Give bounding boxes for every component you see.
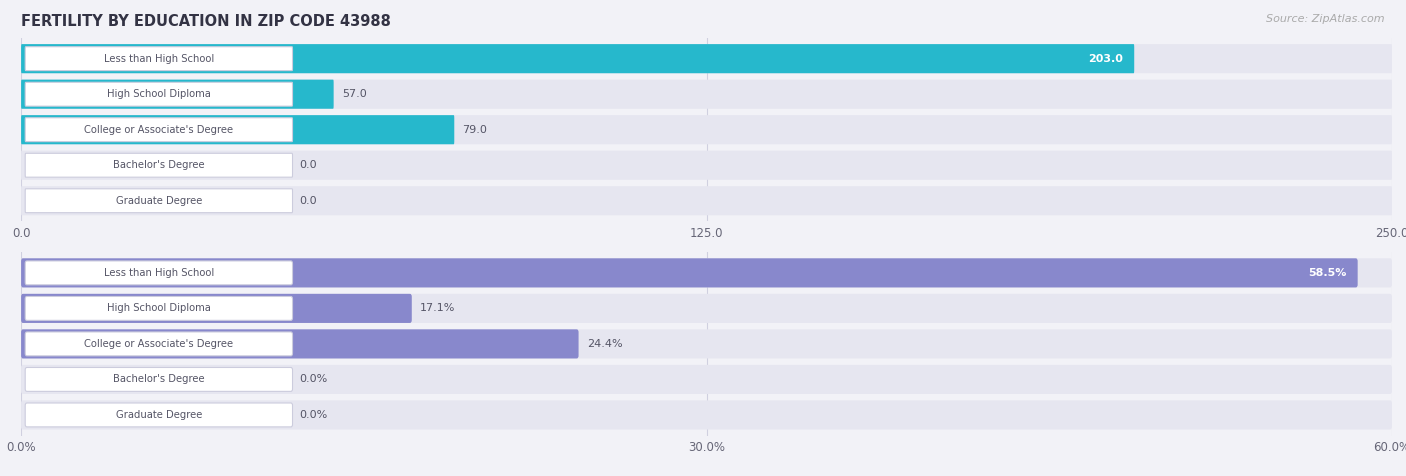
- Text: High School Diploma: High School Diploma: [107, 89, 211, 99]
- Text: 203.0: 203.0: [1088, 54, 1123, 64]
- FancyBboxPatch shape: [21, 365, 1392, 394]
- FancyBboxPatch shape: [21, 294, 1392, 323]
- Text: College or Associate's Degree: College or Associate's Degree: [84, 339, 233, 349]
- Text: Bachelor's Degree: Bachelor's Degree: [112, 375, 205, 385]
- FancyBboxPatch shape: [21, 258, 1358, 288]
- Text: 79.0: 79.0: [463, 125, 488, 135]
- Text: High School Diploma: High School Diploma: [107, 303, 211, 313]
- FancyBboxPatch shape: [21, 329, 1392, 358]
- Text: College or Associate's Degree: College or Associate's Degree: [84, 125, 233, 135]
- FancyBboxPatch shape: [25, 332, 292, 356]
- FancyBboxPatch shape: [21, 329, 579, 358]
- FancyBboxPatch shape: [25, 82, 292, 106]
- Text: Less than High School: Less than High School: [104, 268, 214, 278]
- FancyBboxPatch shape: [21, 400, 1392, 429]
- Text: 0.0%: 0.0%: [299, 410, 328, 420]
- Text: 0.0%: 0.0%: [299, 375, 328, 385]
- FancyBboxPatch shape: [25, 118, 292, 142]
- Text: Graduate Degree: Graduate Degree: [115, 196, 202, 206]
- Text: Less than High School: Less than High School: [104, 54, 214, 64]
- FancyBboxPatch shape: [21, 79, 1392, 109]
- Text: FERTILITY BY EDUCATION IN ZIP CODE 43988: FERTILITY BY EDUCATION IN ZIP CODE 43988: [21, 14, 391, 30]
- FancyBboxPatch shape: [25, 47, 292, 70]
- FancyBboxPatch shape: [25, 189, 292, 213]
- Text: 58.5%: 58.5%: [1309, 268, 1347, 278]
- FancyBboxPatch shape: [25, 261, 292, 285]
- FancyBboxPatch shape: [21, 115, 454, 144]
- FancyBboxPatch shape: [25, 403, 292, 427]
- Text: 0.0: 0.0: [299, 196, 316, 206]
- FancyBboxPatch shape: [21, 115, 1392, 144]
- Text: Source: ZipAtlas.com: Source: ZipAtlas.com: [1267, 14, 1385, 24]
- Text: Graduate Degree: Graduate Degree: [115, 410, 202, 420]
- FancyBboxPatch shape: [25, 153, 292, 177]
- FancyBboxPatch shape: [21, 294, 412, 323]
- Text: 57.0: 57.0: [342, 89, 367, 99]
- Text: 17.1%: 17.1%: [420, 303, 456, 313]
- FancyBboxPatch shape: [21, 258, 1392, 288]
- FancyBboxPatch shape: [21, 44, 1392, 73]
- FancyBboxPatch shape: [21, 44, 1135, 73]
- FancyBboxPatch shape: [25, 367, 292, 391]
- FancyBboxPatch shape: [21, 151, 1392, 180]
- FancyBboxPatch shape: [21, 79, 333, 109]
- Text: 24.4%: 24.4%: [586, 339, 623, 349]
- Text: 0.0: 0.0: [299, 160, 316, 170]
- FancyBboxPatch shape: [21, 186, 1392, 215]
- FancyBboxPatch shape: [25, 297, 292, 320]
- Text: Bachelor's Degree: Bachelor's Degree: [112, 160, 205, 170]
